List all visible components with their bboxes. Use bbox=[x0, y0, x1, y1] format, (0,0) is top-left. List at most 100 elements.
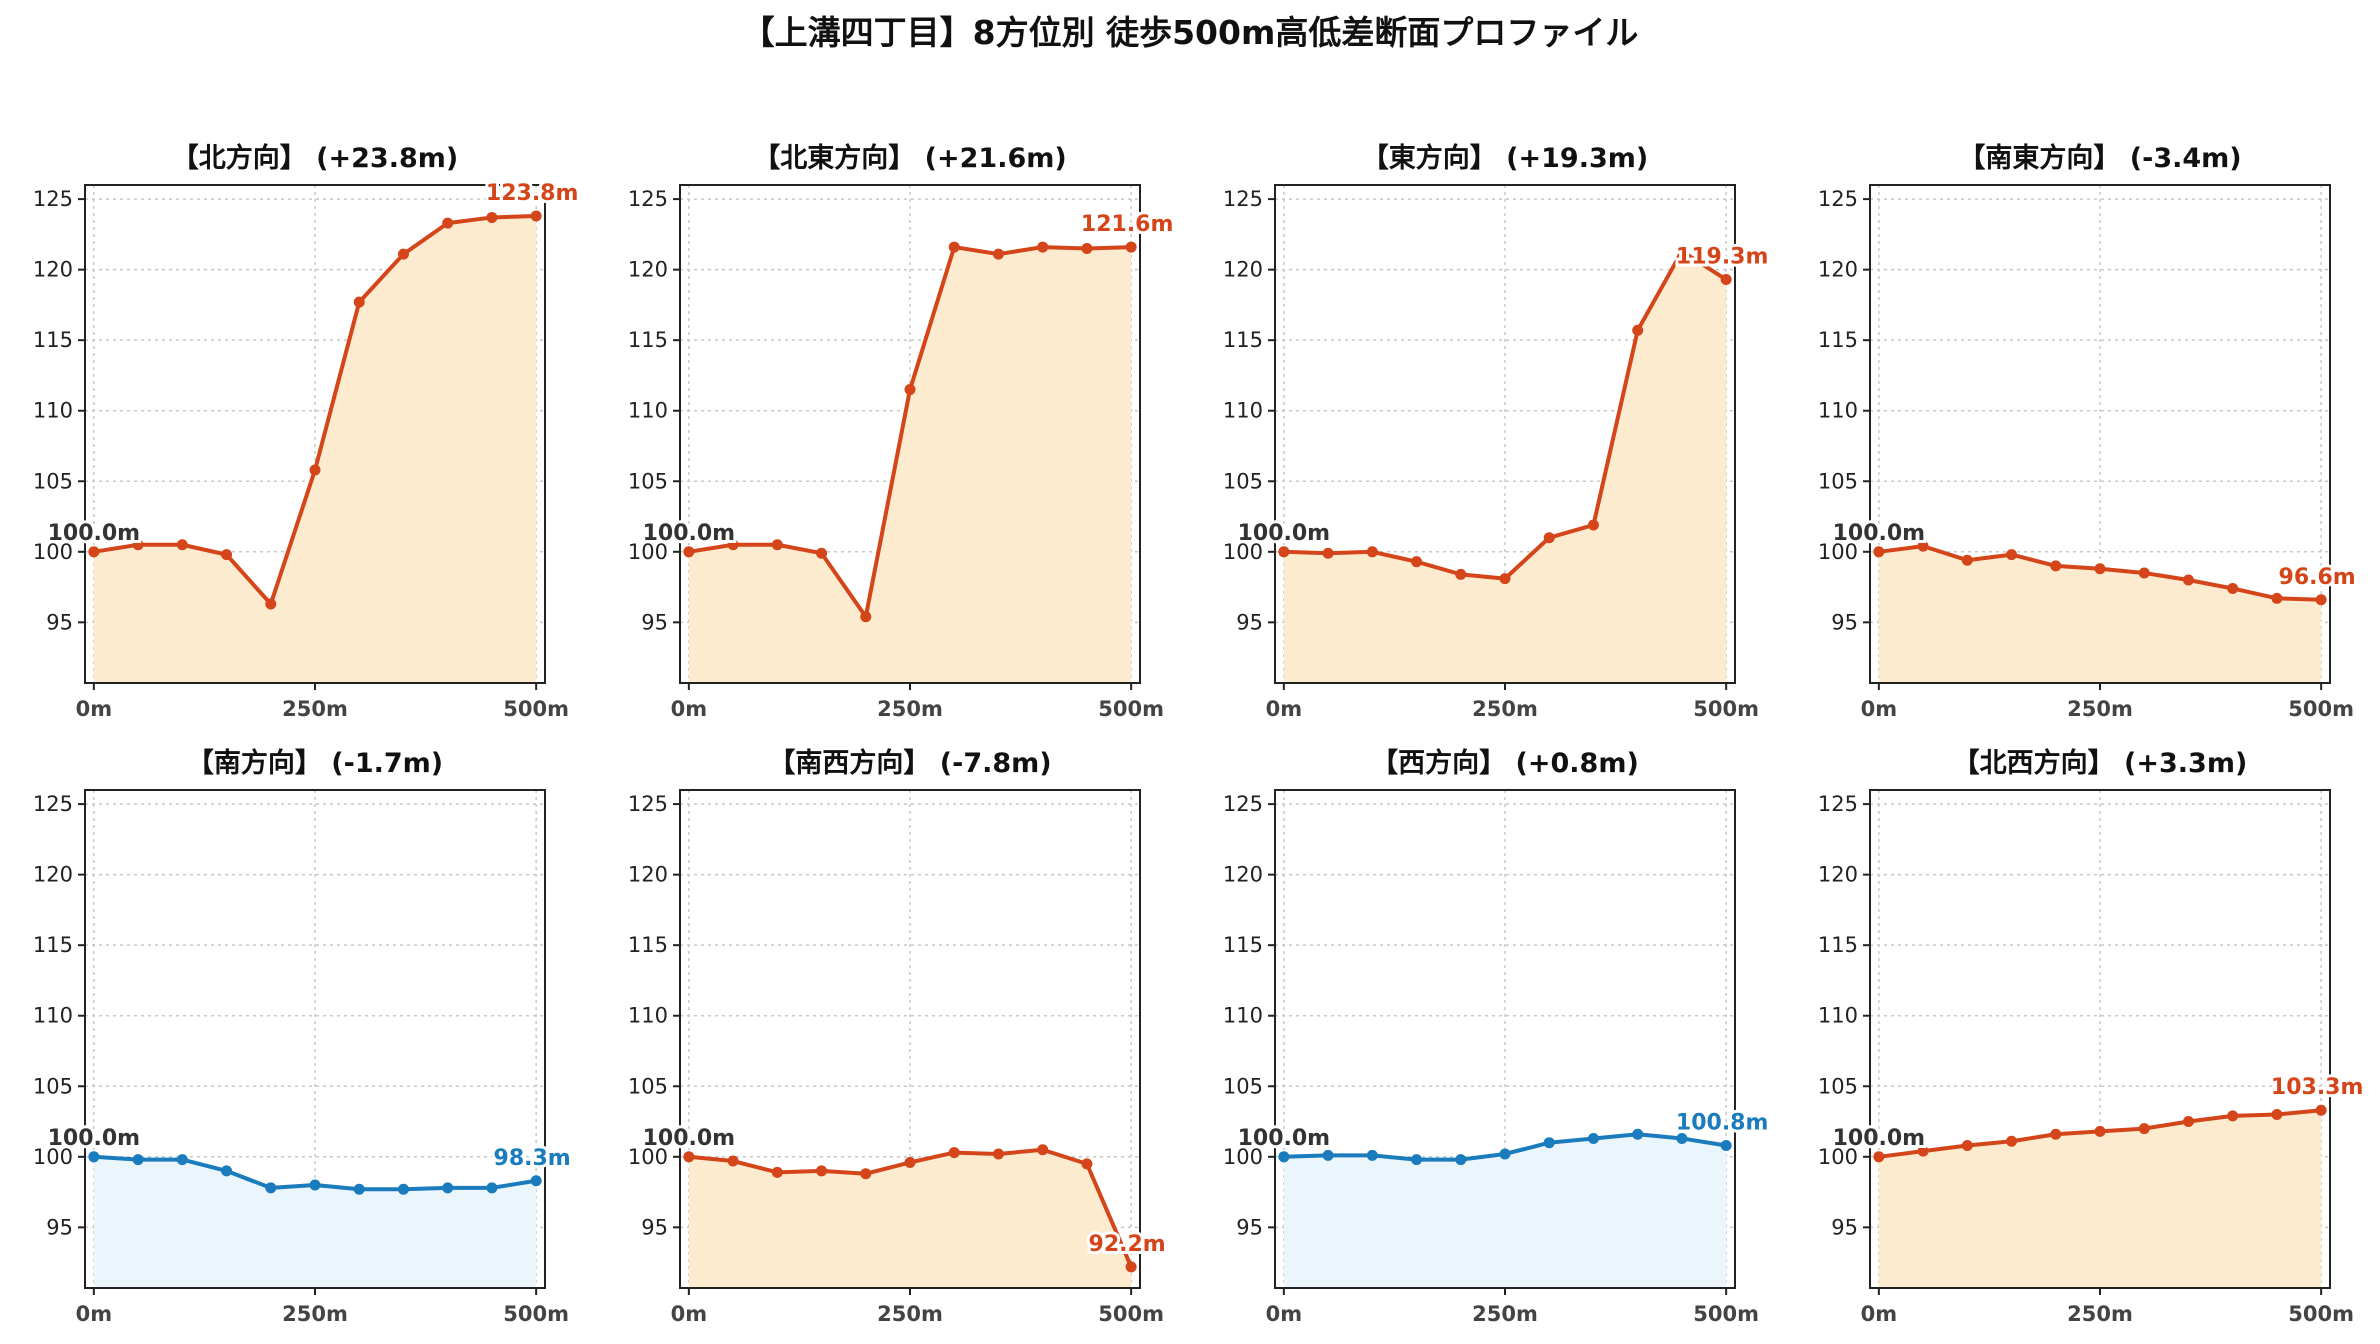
data-point bbox=[1676, 245, 1688, 257]
data-point bbox=[176, 539, 188, 551]
data-point bbox=[1499, 573, 1511, 585]
data-point bbox=[1632, 324, 1644, 336]
y-tick-label: 95 bbox=[641, 1215, 668, 1239]
x-tick-label: 500m bbox=[2288, 1302, 2354, 1326]
x-tick-label: 250m bbox=[1472, 1302, 1538, 1326]
data-point bbox=[1037, 1144, 1049, 1156]
data-point bbox=[132, 1154, 144, 1166]
y-tick-label: 120 bbox=[1818, 863, 1858, 887]
data-point bbox=[530, 210, 542, 222]
y-tick-label: 100 bbox=[1223, 540, 1263, 564]
y-tick-label: 105 bbox=[628, 1074, 668, 1098]
y-tick-label: 125 bbox=[1818, 187, 1858, 211]
data-point bbox=[530, 1175, 542, 1187]
y-tick-label: 110 bbox=[33, 1004, 73, 1028]
y-tick-label: 115 bbox=[33, 328, 73, 352]
data-point bbox=[1366, 546, 1378, 558]
area-fill bbox=[688, 247, 1132, 683]
area-fill bbox=[1878, 1110, 2322, 1288]
data-point bbox=[1917, 1145, 1929, 1157]
end-value-label: 98.3m bbox=[494, 1146, 571, 1171]
data-point bbox=[2094, 1125, 2106, 1137]
data-point bbox=[353, 296, 365, 308]
data-point bbox=[88, 546, 100, 558]
data-point bbox=[2050, 560, 2062, 572]
data-point bbox=[727, 539, 739, 551]
subplot-0: 【北方向】 (+23.8m) 0m 250m 500m 95 100 105 110 115 12… bbox=[33, 142, 582, 721]
y-tick-label: 115 bbox=[33, 933, 73, 957]
y-tick-label: 105 bbox=[33, 1074, 73, 1098]
end-value-label: 119.3m bbox=[1676, 245, 1769, 270]
x-tick-label: 0m bbox=[671, 1302, 708, 1326]
y-tick-label: 115 bbox=[628, 933, 668, 957]
data-point bbox=[1411, 1154, 1423, 1166]
y-tick-label: 100 bbox=[1818, 1145, 1858, 1169]
y-tick-label: 100 bbox=[1818, 540, 1858, 564]
y-tick-label: 115 bbox=[1818, 328, 1858, 352]
data-point bbox=[1632, 1128, 1644, 1140]
data-point bbox=[265, 1182, 277, 1194]
data-point bbox=[1037, 241, 1049, 253]
y-tick-label: 110 bbox=[628, 399, 668, 423]
data-point bbox=[1455, 1154, 1467, 1166]
start-value-label: 100.0m bbox=[48, 521, 141, 546]
start-value-label: 100.0m bbox=[1238, 1126, 1331, 1151]
data-point bbox=[1322, 547, 1334, 559]
data-point bbox=[2227, 582, 2239, 594]
x-tick-label: 0m bbox=[671, 697, 708, 721]
y-tick-label: 95 bbox=[641, 610, 668, 634]
data-point bbox=[309, 1179, 321, 1191]
start-value-label: 100.0m bbox=[1833, 521, 1926, 546]
data-point bbox=[2094, 563, 2106, 575]
end-value-label: 96.6m bbox=[2279, 565, 2356, 590]
data-point bbox=[1873, 1151, 1885, 1163]
data-point bbox=[442, 1182, 454, 1194]
data-point bbox=[2271, 592, 2283, 604]
x-tick-label: 0m bbox=[1861, 697, 1898, 721]
y-tick-label: 105 bbox=[1223, 469, 1263, 493]
x-tick-label: 0m bbox=[1266, 1302, 1303, 1326]
y-tick-label: 95 bbox=[46, 610, 73, 634]
data-point bbox=[442, 217, 454, 229]
area-fill bbox=[1283, 251, 1727, 683]
subplot-title: 【北西方向】 (+3.3m) bbox=[1953, 747, 2248, 779]
data-point bbox=[1125, 1261, 1137, 1273]
y-tick-label: 100 bbox=[33, 1145, 73, 1169]
y-tick-label: 120 bbox=[1223, 863, 1263, 887]
data-point bbox=[948, 241, 960, 253]
y-tick-label: 120 bbox=[33, 258, 73, 282]
x-tick-label: 500m bbox=[503, 1302, 569, 1326]
x-tick-label: 250m bbox=[2067, 1302, 2133, 1326]
data-point bbox=[88, 1151, 100, 1163]
y-tick-label: 125 bbox=[1223, 187, 1263, 211]
x-tick-label: 500m bbox=[1098, 1302, 1164, 1326]
data-point bbox=[1081, 1158, 1093, 1170]
data-point bbox=[1366, 1149, 1378, 1161]
data-point bbox=[948, 1147, 960, 1159]
data-point bbox=[1125, 241, 1137, 253]
data-point bbox=[904, 384, 916, 396]
figure-title: 【上溝四丁目】8方位別 徒歩500m高低差断面プロファイル bbox=[742, 13, 1639, 52]
y-tick-label: 120 bbox=[1818, 258, 1858, 282]
y-tick-label: 110 bbox=[1818, 1004, 1858, 1028]
y-tick-label: 100 bbox=[1223, 1145, 1263, 1169]
x-tick-label: 0m bbox=[1861, 1302, 1898, 1326]
data-point bbox=[221, 1165, 233, 1177]
data-point bbox=[2271, 1108, 2283, 1120]
subplot-2: 【東方向】 (+19.3m) 0m 250m 500m 95 100 105 110 115 12… bbox=[1223, 142, 1772, 721]
start-value-label: 100.0m bbox=[643, 1126, 736, 1151]
data-point bbox=[816, 547, 828, 559]
x-tick-label: 0m bbox=[76, 1302, 113, 1326]
data-point bbox=[992, 248, 1004, 260]
data-point bbox=[397, 248, 409, 260]
y-tick-label: 95 bbox=[46, 1215, 73, 1239]
data-point bbox=[1917, 540, 1929, 552]
y-tick-label: 110 bbox=[628, 1004, 668, 1028]
data-point bbox=[1543, 532, 1555, 544]
y-tick-label: 110 bbox=[1818, 399, 1858, 423]
data-point bbox=[353, 1183, 365, 1195]
x-tick-label: 0m bbox=[76, 697, 113, 721]
y-tick-label: 120 bbox=[628, 863, 668, 887]
y-tick-label: 95 bbox=[1831, 610, 1858, 634]
